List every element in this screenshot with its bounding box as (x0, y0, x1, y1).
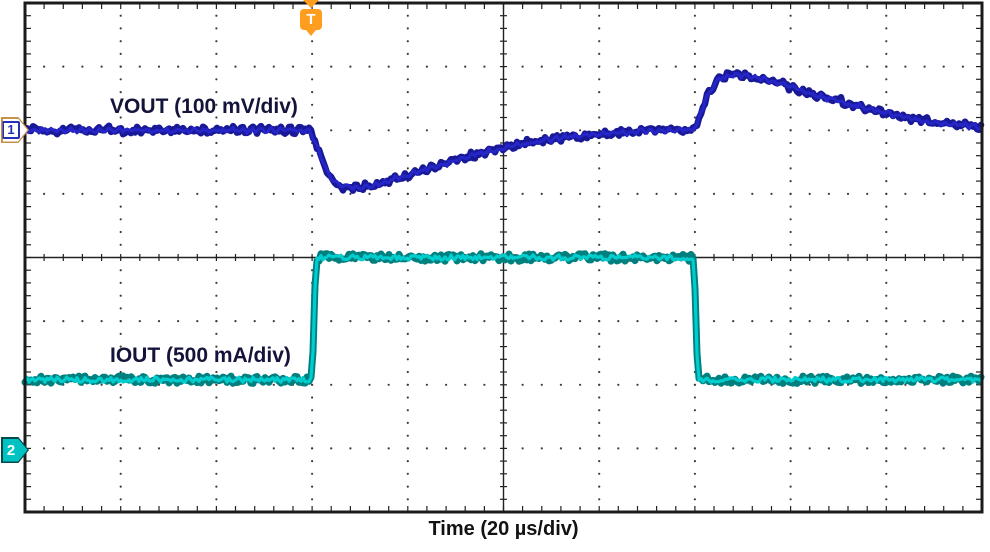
trigger-arrow-icon (303, 0, 319, 8)
channel-2-label: 2 (6, 441, 16, 459)
time-axis-label: Time (20 µs/div) (428, 518, 579, 540)
channel-2-badge-icon: 2 (2, 438, 28, 462)
iout-trace-label: IOUT (500 mA/div) (110, 344, 291, 367)
iout-trace (23, 253, 983, 384)
vout-trace (23, 72, 983, 191)
trigger-badge-icon: T (300, 9, 322, 30)
trigger-tail-icon (306, 30, 316, 36)
vout-trace-label: VOUT (100 mV/div) (110, 95, 298, 118)
graticule-border (23, 1, 984, 514)
trigger-marker: T (300, 0, 322, 36)
channel-1-label: 1 (2, 121, 20, 139)
trigger-label: T (306, 11, 316, 28)
channel-1-badge-icon: 1 (2, 118, 28, 142)
